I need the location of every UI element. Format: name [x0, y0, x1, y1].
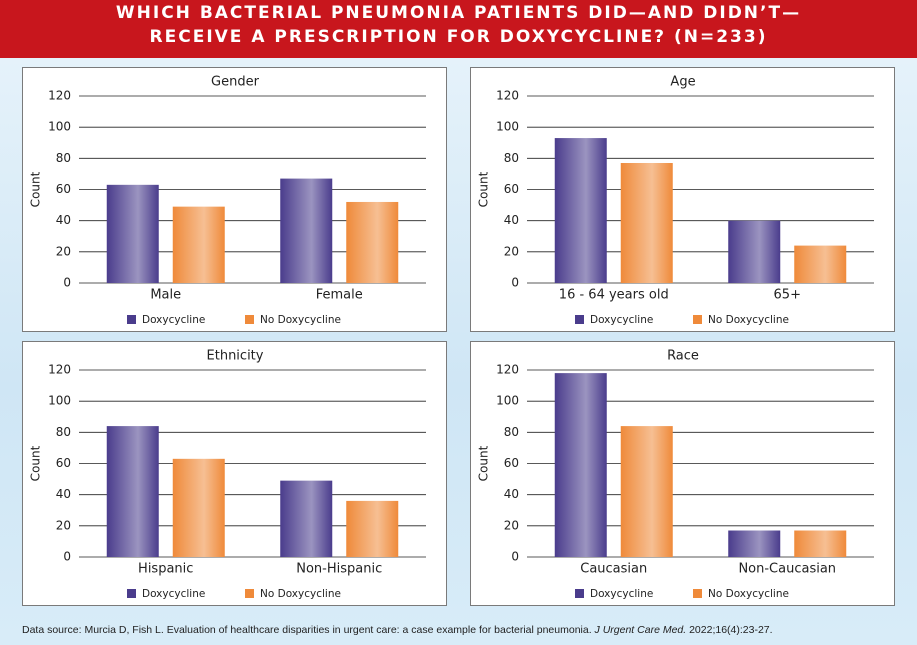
legend-swatch [127, 315, 136, 324]
bar [794, 245, 847, 283]
bar [346, 201, 399, 283]
y-tick-label: 60 [504, 456, 519, 470]
legend-label: No Doxycycline [708, 314, 789, 326]
bar [728, 530, 781, 557]
x-tick-label: Female [316, 288, 363, 303]
chart-title: Race [667, 349, 699, 364]
x-tick-label: Male [150, 288, 181, 303]
legend-label: No Doxycycline [260, 314, 341, 326]
y-tick-label: 0 [63, 276, 71, 290]
y-tick-label: 120 [496, 363, 519, 377]
legend-swatch [127, 589, 136, 598]
y-tick-label: 20 [504, 518, 519, 532]
y-tick-label: 40 [56, 213, 71, 227]
y-tick-label: 80 [56, 425, 71, 439]
legend-swatch [245, 589, 254, 598]
source-text: Data source: Murcia D, Fish L. Evaluatio… [22, 624, 595, 636]
chart-panel: Ethnicity Count 0 20 40 60 80 100 120 Hispanic Non… [22, 341, 447, 606]
y-tick-label: 0 [511, 550, 519, 564]
y-tick-label: 40 [56, 487, 71, 501]
bar [728, 220, 781, 283]
y-tick-label: 80 [56, 151, 71, 165]
y-axis-label: Count [477, 445, 491, 481]
header-title-line: RECEIVE A PRESCRIPTION FOR DOXYCYCLINE? … [149, 27, 768, 47]
y-tick-label: 0 [63, 550, 71, 564]
y-axis-label: Count [477, 171, 491, 207]
y-tick-label: 120 [48, 363, 71, 377]
legend-swatch [575, 589, 584, 598]
legend-label: No Doxycycline [708, 588, 789, 600]
source-text: 2022;16(4):23-27. [686, 624, 773, 636]
chart-panel: Age Count 0 20 40 60 80 100 120 16 - 64 years old… [470, 67, 895, 332]
legend-swatch [245, 315, 254, 324]
legend-label: No Doxycycline [260, 588, 341, 600]
source-journal: J Urgent Care Med. [594, 624, 687, 636]
bar [620, 426, 673, 557]
chart: Age Count 0 20 40 60 80 100 120 16 - 64 years old… [477, 75, 874, 326]
y-axis-label: Count [29, 445, 43, 481]
source-note: Data source: Murcia D, Fish L. Evaluatio… [22, 624, 773, 636]
x-tick-label: 65+ [774, 288, 801, 303]
chart-panel: Race Count 0 20 40 60 80 100 120 Caucasian Non-Cau… [470, 341, 895, 606]
legend-swatch [693, 589, 702, 598]
x-tick-label: Hispanic [138, 562, 193, 577]
bar [106, 184, 159, 283]
header-title-line: WHICH BACTERIAL PNEUMONIA PATIENTS DID—A… [115, 3, 802, 23]
bar [346, 500, 399, 557]
y-tick-label: 80 [504, 151, 519, 165]
chart: Gender Count 0 20 40 60 80 100 120 Male Female Doxy… [29, 75, 426, 326]
legend-swatch [693, 315, 702, 324]
y-tick-label: 120 [48, 89, 71, 103]
bar [554, 138, 607, 283]
x-tick-label: 16 - 64 years old [559, 288, 669, 303]
y-tick-label: 20 [56, 244, 71, 258]
y-tick-label: 100 [496, 120, 519, 134]
y-tick-label: 120 [496, 89, 519, 103]
bar [172, 206, 225, 283]
legend-label: Doxycycline [590, 314, 653, 326]
chart-title: Age [670, 75, 695, 90]
bar [554, 373, 607, 557]
x-tick-label: Non-Caucasian [738, 562, 836, 577]
chart: Ethnicity Count 0 20 40 60 80 100 120 Hispanic Non… [29, 349, 426, 600]
y-tick-label: 100 [496, 394, 519, 408]
bar [106, 426, 159, 557]
y-tick-label: 40 [504, 213, 519, 227]
bar [172, 458, 225, 557]
legend-label: Doxycycline [142, 314, 205, 326]
y-tick-label: 60 [56, 182, 71, 196]
x-tick-label: Non-Hispanic [296, 562, 382, 577]
chart-title: Gender [211, 75, 260, 90]
y-tick-label: 40 [504, 487, 519, 501]
y-tick-label: 60 [504, 182, 519, 196]
y-axis-label: Count [29, 171, 43, 207]
x-tick-label: Caucasian [580, 562, 647, 577]
chart-panel: Gender Count 0 20 40 60 80 100 120 Male Female Doxy… [22, 67, 447, 332]
bar [280, 178, 333, 283]
chart: Race Count 0 20 40 60 80 100 120 Caucasian Non-Cau… [477, 349, 874, 600]
y-tick-label: 80 [504, 425, 519, 439]
legend-swatch [575, 315, 584, 324]
y-tick-label: 100 [48, 120, 71, 134]
y-tick-label: 60 [56, 456, 71, 470]
header: WHICH BACTERIAL PNEUMONIA PATIENTS DID—A… [0, 0, 917, 58]
bar [280, 480, 333, 557]
y-tick-label: 20 [56, 518, 71, 532]
bar [620, 163, 673, 283]
y-tick-label: 20 [504, 244, 519, 258]
legend-label: Doxycycline [142, 588, 205, 600]
y-tick-label: 0 [511, 276, 519, 290]
bar [794, 530, 847, 557]
legend-label: Doxycycline [590, 588, 653, 600]
chart-title: Ethnicity [207, 349, 264, 364]
y-tick-label: 100 [48, 394, 71, 408]
